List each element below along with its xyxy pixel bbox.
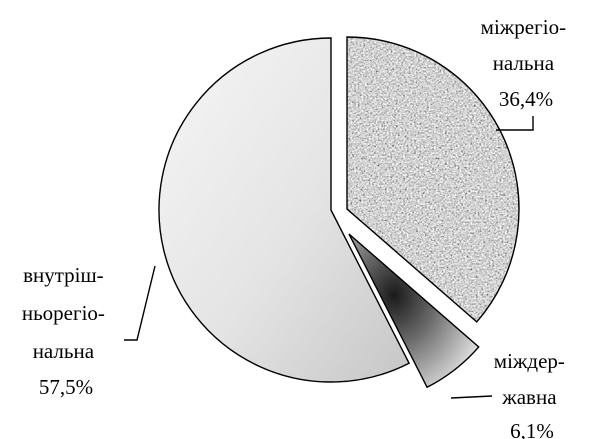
leader-line-interstate	[450, 395, 493, 399]
slice-interstate	[348, 233, 480, 389]
slice-label-intraregional: внутріш- ньорегіо- нальна 57,5%	[22, 263, 110, 399]
slice-label-interregional: міжрегіо- нальна 36,4%	[481, 15, 572, 111]
leader-lines	[124, 116, 534, 399]
slice-labels: міжрегіо- нальна 36,4% міждер- жавна 6,1…	[22, 15, 572, 439]
leader-line-intraregional	[124, 265, 156, 341]
slice-intraregional	[158, 37, 411, 383]
slice-label-interstate: міждер- жавна 6,1%	[494, 349, 570, 439]
leader-line-interregional	[496, 116, 534, 131]
